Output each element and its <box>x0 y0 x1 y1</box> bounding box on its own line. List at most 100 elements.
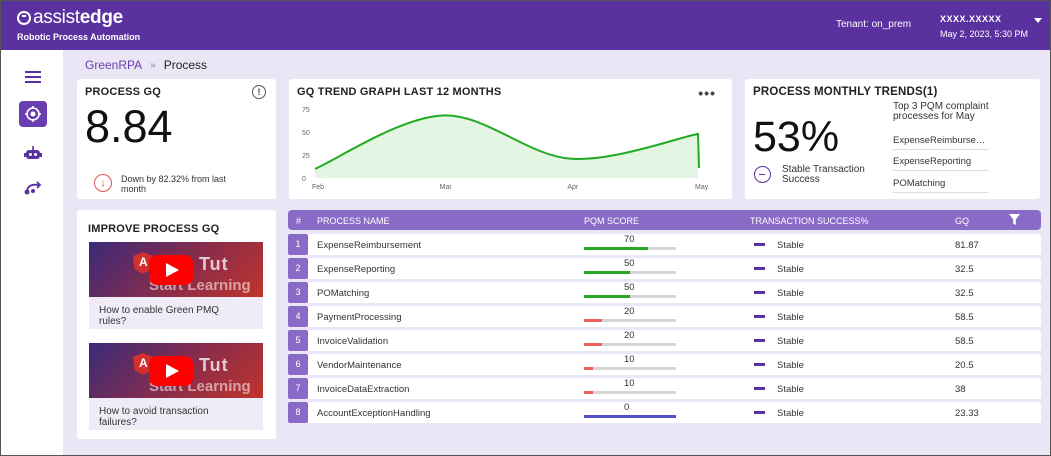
process-name[interactable]: POMatching <box>317 288 370 299</box>
transaction-status: Stable <box>777 288 804 299</box>
user-menu[interactable]: XXXX.XXXXX May 2, 2023, 5:30 PM <box>940 12 1028 42</box>
row-number: 4 <box>288 306 308 327</box>
transaction-status: Stable <box>777 264 804 275</box>
gq-value: 23.33 <box>955 408 979 419</box>
filter-icon[interactable] <box>1009 214 1020 225</box>
current-datetime: May 2, 2023, 5:30 PM <box>940 29 1029 39</box>
brand-subtitle: Robotic Process Automation <box>17 32 141 42</box>
workflow-icon[interactable] <box>19 175 47 201</box>
column-header-pqm-score[interactable]: PQM SCORE <box>584 216 640 226</box>
chevron-down-icon[interactable] <box>1034 18 1042 23</box>
top3-title: Top 3 PQM complaint processes for May <box>893 101 989 122</box>
transaction-status: Stable <box>777 384 804 395</box>
gq-value: 58.5 <box>955 336 974 347</box>
row-number: 6 <box>288 354 308 375</box>
tenant-label: Tenant: on_prem <box>836 19 912 30</box>
table-row[interactable]: 1 ExpenseReimbursement 70 Stable 81.87 <box>288 234 1041 255</box>
pqm-score-fill <box>584 271 630 274</box>
row-number: 8 <box>288 402 308 423</box>
info-icon[interactable]: ! <box>252 85 266 99</box>
y-tick-label: 25 <box>302 153 310 160</box>
process-name[interactable]: InvoiceValidation <box>317 336 389 347</box>
column-header-gq[interactable]: GQ <box>955 216 970 226</box>
process-gq-card: PROCESS GQ ! 8.84 ↓ Down by 82.32% from … <box>77 79 276 199</box>
video-card[interactable]: ar Tut Start Learning How to enable Gree… <box>89 242 263 329</box>
y-tick-label: 0 <box>302 176 306 183</box>
gq-trend-title: GQ TREND GRAPH LAST 12 MONTHS <box>297 86 502 98</box>
pqm-score-fill <box>584 391 594 394</box>
stable-dash-icon <box>754 315 765 318</box>
top3-item[interactable]: POMatching <box>893 178 989 193</box>
pqm-score-bar <box>584 367 676 370</box>
top3-item[interactable]: ExpenseReimbursem... <box>893 135 989 150</box>
row-number: 1 <box>288 234 308 255</box>
transaction-status: Stable <box>777 360 804 371</box>
pqm-score-value: 20 <box>624 306 635 317</box>
gq-value: 20.5 <box>955 360 974 371</box>
pqm-score-fill <box>584 367 594 370</box>
pqm-score-fill <box>584 295 630 298</box>
bot-icon[interactable] <box>19 140 47 166</box>
process-name[interactable]: PaymentProcessing <box>317 312 402 323</box>
table-row[interactable]: 5 InvoiceValidation 20 Stable 58.5 <box>288 330 1041 351</box>
video-card[interactable]: ar Tut Start Learning How to avoid trans… <box>89 343 263 430</box>
brand[interactable]: assistedge Robotic Process Automation <box>17 7 140 42</box>
pqm-score-fill <box>584 319 603 322</box>
y-tick-label: 75 <box>302 107 310 114</box>
pqm-score-bar <box>584 391 676 394</box>
process-name[interactable]: AccountExceptionHandling <box>317 408 431 419</box>
video-caption: How to enable Green PMQ rules? <box>99 305 220 327</box>
angular-logo-icon <box>133 252 153 274</box>
column-header-transaction-success[interactable]: TRANSACTION SUCCESS% <box>750 216 869 226</box>
pqm-score-bar <box>584 271 676 274</box>
brand-logo-icon <box>17 11 31 25</box>
arrow-down-icon: ↓ <box>94 174 112 192</box>
stable-dash-icon <box>754 411 765 414</box>
y-tick-label: 50 <box>302 130 310 137</box>
gq-trend-card: GQ TREND GRAPH LAST 12 MONTHS ••• 75 50 25… <box>289 79 732 199</box>
monthly-trends-card: PROCESS MONTHLY TRENDS(1) 53% Stable Tra… <box>745 79 1040 199</box>
process-gq-title: PROCESS GQ <box>85 86 161 98</box>
play-icon[interactable] <box>149 255 193 285</box>
process-name[interactable]: ExpenseReporting <box>317 264 396 275</box>
table-row[interactable]: 3 POMatching 50 Stable 32.5 <box>288 282 1041 303</box>
user-name: XXXX.XXXXX <box>940 14 1002 24</box>
stable-dash-icon <box>754 267 765 270</box>
menu-icon[interactable] <box>19 64 47 90</box>
table-row[interactable]: 2 ExpenseReporting 50 Stable 32.5 <box>288 258 1041 279</box>
transaction-status: Stable <box>777 408 804 419</box>
column-header-process-name[interactable]: PROCESS NAME <box>317 216 390 226</box>
table-row[interactable]: 6 VendorMaintenance 10 Stable 20.5 <box>288 354 1041 375</box>
gq-value: 58.5 <box>955 312 974 323</box>
table-row[interactable]: 7 InvoiceDataExtraction 10 Stable 38 <box>288 378 1041 399</box>
pqm-score-fill <box>584 343 603 346</box>
gq-trend-chart: 75 50 25 0 Feb Mar Apr May <box>302 107 709 191</box>
video-thumbnail: ar Tut Start Learning <box>89 343 263 398</box>
table-row[interactable]: 8 AccountExceptionHandling 0 Stable 23.33 <box>288 402 1041 423</box>
breadcrumb-separator-icon: » <box>150 59 156 71</box>
process-icon[interactable] <box>19 101 47 127</box>
pqm-score-value: 0 <box>624 402 630 413</box>
pqm-score-bar <box>584 415 676 418</box>
stable-dash-icon <box>754 339 765 342</box>
improve-gq-card: IMPROVE PROCESS GQ ar Tut Start Learning… <box>77 210 276 439</box>
process-name[interactable]: ExpenseReimbursement <box>317 240 422 251</box>
pqm-score-value: 20 <box>624 330 635 341</box>
table-row[interactable]: 4 PaymentProcessing 20 Stable 58.5 <box>288 306 1041 327</box>
x-tick-label: May <box>695 184 709 191</box>
gq-change-text: Down by 82.32% from last month <box>121 174 227 194</box>
pqm-score-bar <box>584 319 676 322</box>
gq-value: 81.87 <box>955 240 979 251</box>
pqm-score-bar <box>584 247 676 250</box>
process-name[interactable]: InvoiceDataExtraction <box>317 384 410 395</box>
process-name[interactable]: VendorMaintenance <box>317 360 402 371</box>
top3-item[interactable]: ExpenseReporting <box>893 156 989 171</box>
play-icon[interactable] <box>149 356 193 386</box>
breadcrumb-root-link[interactable]: GreenRPA <box>85 58 143 72</box>
more-options-icon[interactable]: ••• <box>698 85 716 101</box>
trend-line[interactable] <box>314 114 700 170</box>
column-header-number: # <box>296 216 302 226</box>
row-number: 7 <box>288 378 308 399</box>
row-number: 3 <box>288 282 308 303</box>
